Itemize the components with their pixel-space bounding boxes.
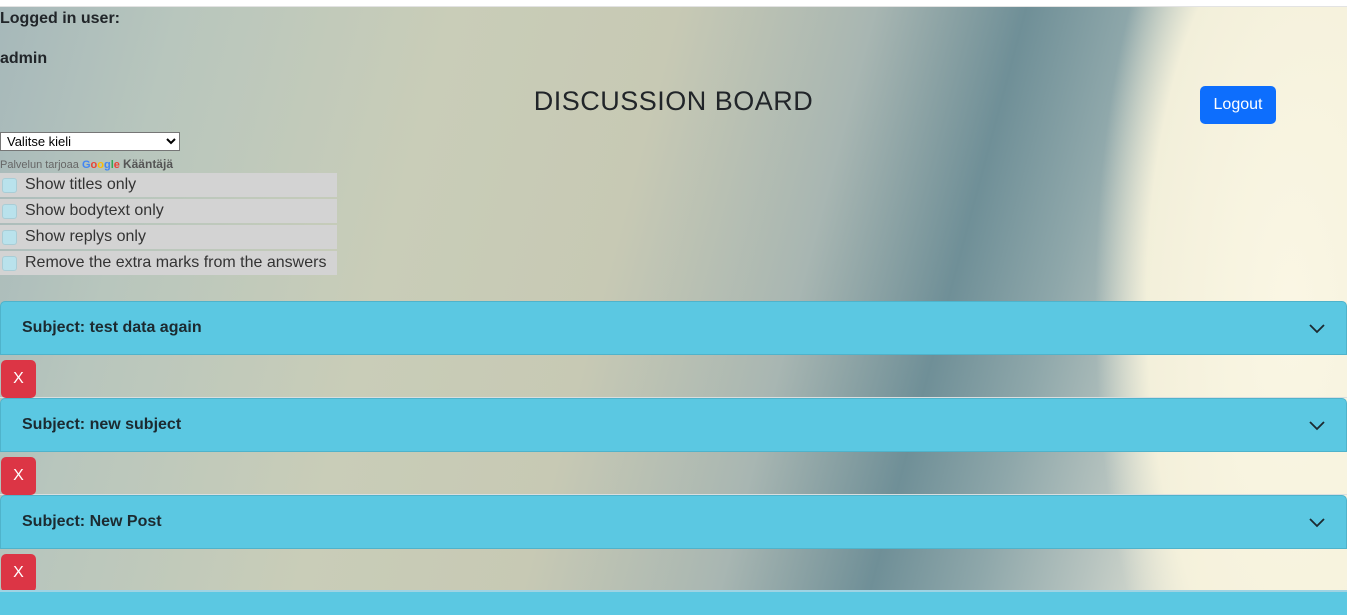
google-translate-attribution: Palvelun tarjoaa Google Kääntäjä: [0, 157, 173, 171]
filter-options: Show titles only Show bodytext only Show…: [0, 173, 337, 277]
post-subject: Subject: new subject: [22, 416, 182, 433]
filter-remove-extra-marks[interactable]: Remove the extra marks from the answers: [0, 251, 337, 275]
checkbox[interactable]: [2, 203, 17, 219]
filter-label[interactable]: Show replys only: [25, 228, 146, 245]
post-accordion-header-partial[interactable]: [0, 590, 1347, 615]
filter-label[interactable]: Remove the extra marks from the answers: [25, 254, 327, 271]
post-body: X: [0, 549, 1347, 592]
chevron-down-icon: [1309, 518, 1325, 528]
powered-by-text: Palvelun tarjoaa: [0, 159, 79, 171]
logout-button[interactable]: Logout: [1200, 86, 1276, 124]
translate-link[interactable]: Kääntäjä: [122, 157, 173, 171]
post-subject: Subject: test data again: [22, 319, 202, 336]
checkbox[interactable]: [2, 229, 17, 245]
post-item: Subject: new subject X: [0, 398, 1347, 495]
google-logo: Google: [81, 159, 120, 171]
page-title: DISCUSSION BOARD: [533, 86, 814, 116]
post-accordion-header[interactable]: Subject: test data again: [0, 301, 1347, 355]
post-body: X: [0, 355, 1347, 398]
filter-replys-only[interactable]: Show replys only: [0, 225, 337, 249]
checkbox[interactable]: [2, 177, 17, 193]
checkbox[interactable]: [2, 255, 17, 271]
chevron-down-icon: [1309, 421, 1325, 431]
language-select[interactable]: Valitse kieli: [0, 132, 180, 151]
post-accordion-header[interactable]: Subject: new subject: [0, 398, 1347, 452]
chevron-down-icon: [1309, 324, 1325, 334]
post-accordion-header[interactable]: Subject: New Post: [0, 495, 1347, 549]
top-border: [0, 0, 1347, 7]
logged-in-label: Logged in user:: [0, 10, 120, 27]
post-body: X: [0, 452, 1347, 495]
filter-label[interactable]: Show bodytext only: [25, 202, 164, 219]
filter-titles-only[interactable]: Show titles only: [0, 173, 337, 197]
post-item: Subject: New Post X: [0, 495, 1347, 592]
post-subject: Subject: New Post: [22, 513, 162, 530]
delete-post-button[interactable]: X: [1, 554, 36, 592]
username: admin: [0, 50, 48, 67]
filter-bodytext-only[interactable]: Show bodytext only: [0, 199, 337, 223]
delete-post-button[interactable]: X: [1, 360, 36, 398]
delete-post-button[interactable]: X: [1, 457, 36, 495]
filter-label[interactable]: Show titles only: [25, 176, 137, 193]
post-item: Subject: test data again X: [0, 301, 1347, 398]
post-list: Subject: test data again X Subject: new …: [0, 301, 1347, 592]
